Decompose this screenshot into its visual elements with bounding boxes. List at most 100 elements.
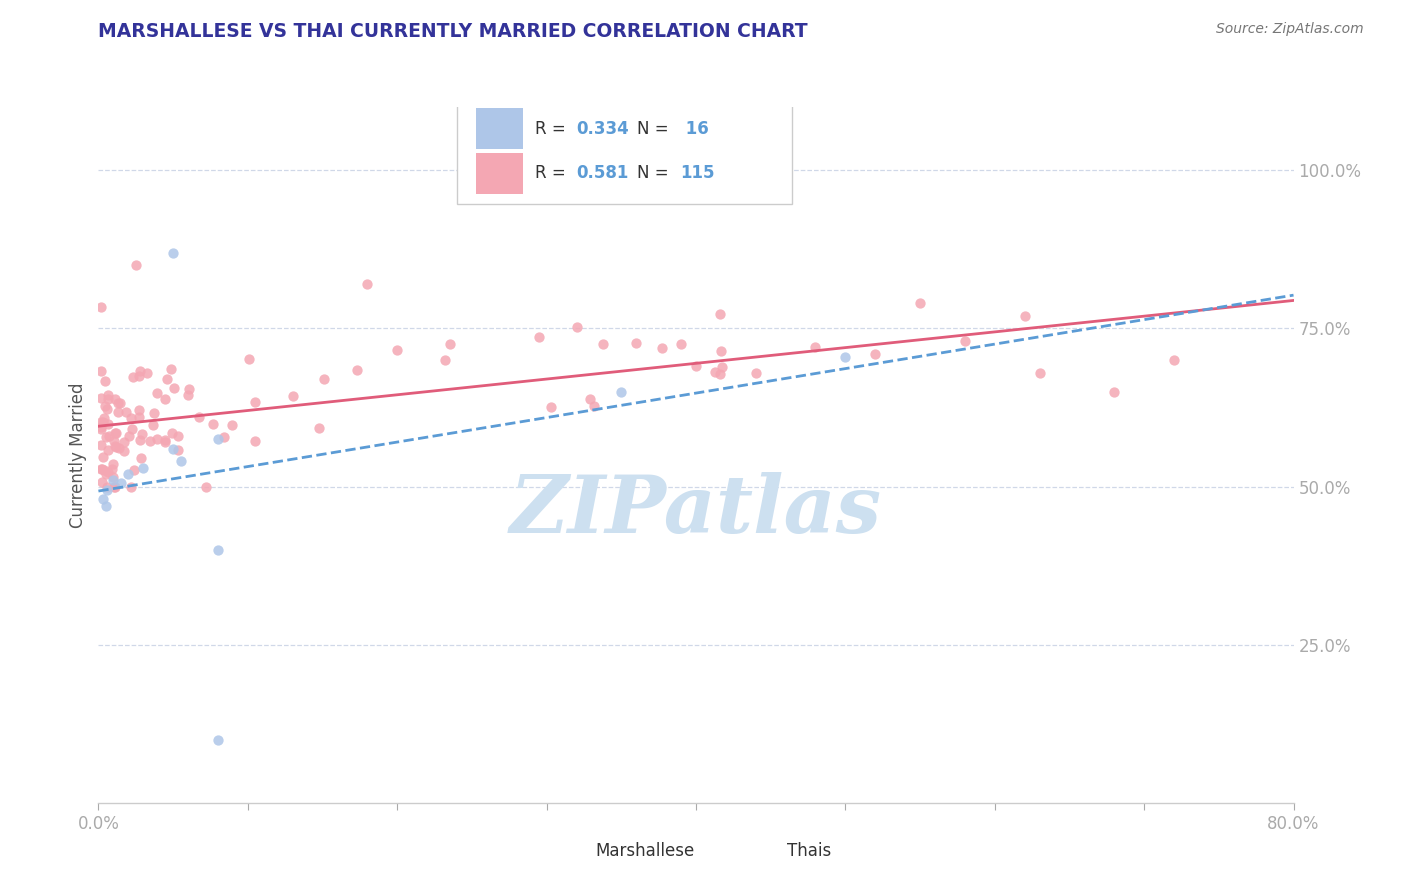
Point [90, 438, 112, 452]
Point [122, 369, 145, 384]
Point [592, 336, 614, 351]
Point [108, 442, 131, 456]
Point [90, 462, 112, 476]
Point [1102, 384, 1125, 399]
Point [112, 444, 135, 458]
Point [146, 386, 169, 401]
Point [97, 465, 120, 479]
Point [91, 415, 114, 429]
Point [207, 432, 229, 446]
Point [128, 409, 150, 424]
Point [201, 417, 224, 431]
Point [1014, 309, 1036, 323]
Point [142, 406, 165, 420]
Point [160, 362, 183, 376]
Text: MARSHALLESE VS THAI CURRENTLY MARRIED CORRELATION CHART: MARSHALLESE VS THAI CURRENTLY MARRIED CO… [98, 22, 808, 41]
Point [669, 337, 692, 351]
Point [105, 425, 128, 440]
Point [104, 426, 127, 441]
Point [107, 405, 129, 419]
Point [98, 429, 121, 443]
Text: Marshallese: Marshallese [596, 842, 695, 860]
Text: R =: R = [534, 164, 571, 182]
Point [804, 340, 827, 354]
Text: Source: ZipAtlas.com: Source: ZipAtlas.com [1216, 22, 1364, 37]
Point [207, 542, 229, 557]
Point [132, 460, 155, 475]
Point [312, 372, 335, 386]
Point [90, 475, 112, 489]
Point [1163, 353, 1185, 368]
Point [207, 732, 229, 747]
Point [103, 457, 125, 471]
Point [103, 479, 125, 493]
Point [94, 499, 117, 513]
Point [129, 433, 152, 447]
FancyBboxPatch shape [477, 108, 523, 149]
FancyBboxPatch shape [741, 835, 779, 867]
Point [356, 277, 378, 292]
Point [94, 400, 117, 414]
Point [745, 366, 768, 380]
Point [117, 467, 139, 481]
Point [118, 429, 141, 443]
Point [128, 403, 150, 417]
Point [1028, 366, 1050, 380]
Text: N =: N = [637, 164, 675, 182]
Point [308, 420, 330, 434]
FancyBboxPatch shape [477, 153, 523, 194]
Point [136, 367, 159, 381]
Point [245, 434, 267, 448]
Point [94, 467, 117, 481]
Point [128, 369, 150, 384]
Point [110, 476, 132, 491]
Point [112, 434, 135, 449]
Point [90, 422, 112, 436]
Point [212, 430, 235, 444]
Point [709, 367, 731, 381]
Point [153, 435, 176, 450]
Text: 16: 16 [681, 120, 709, 137]
Point [90, 420, 112, 434]
Point [163, 381, 186, 395]
Point [90, 461, 112, 475]
Point [908, 296, 931, 310]
Point [385, 343, 408, 357]
Point [169, 454, 191, 468]
Point [122, 463, 145, 477]
Point [96, 401, 118, 416]
Point [710, 344, 733, 359]
Point [90, 392, 112, 406]
Point [97, 417, 120, 432]
Text: R =: R = [534, 120, 571, 137]
Point [953, 334, 976, 348]
Point [97, 392, 120, 406]
Point [120, 410, 142, 425]
Text: N =: N = [637, 120, 675, 137]
Point [96, 483, 118, 497]
Point [103, 473, 125, 487]
FancyBboxPatch shape [457, 100, 792, 204]
Point [103, 434, 125, 448]
Point [125, 258, 148, 272]
Point [238, 351, 260, 366]
Point [97, 443, 120, 458]
Point [104, 479, 127, 493]
Point [101, 470, 124, 484]
Point [139, 434, 162, 449]
Point [188, 409, 211, 424]
Y-axis label: Currently Married: Currently Married [69, 382, 87, 528]
Point [107, 396, 129, 410]
Point [651, 341, 673, 355]
Point [90, 363, 112, 377]
Point [540, 401, 562, 415]
Point [146, 432, 169, 446]
Point [281, 389, 304, 403]
Point [94, 430, 117, 444]
Point [578, 392, 600, 406]
Point [114, 405, 136, 419]
Point [162, 425, 184, 440]
Point [527, 330, 550, 344]
Point [704, 365, 727, 379]
Point [162, 245, 184, 260]
